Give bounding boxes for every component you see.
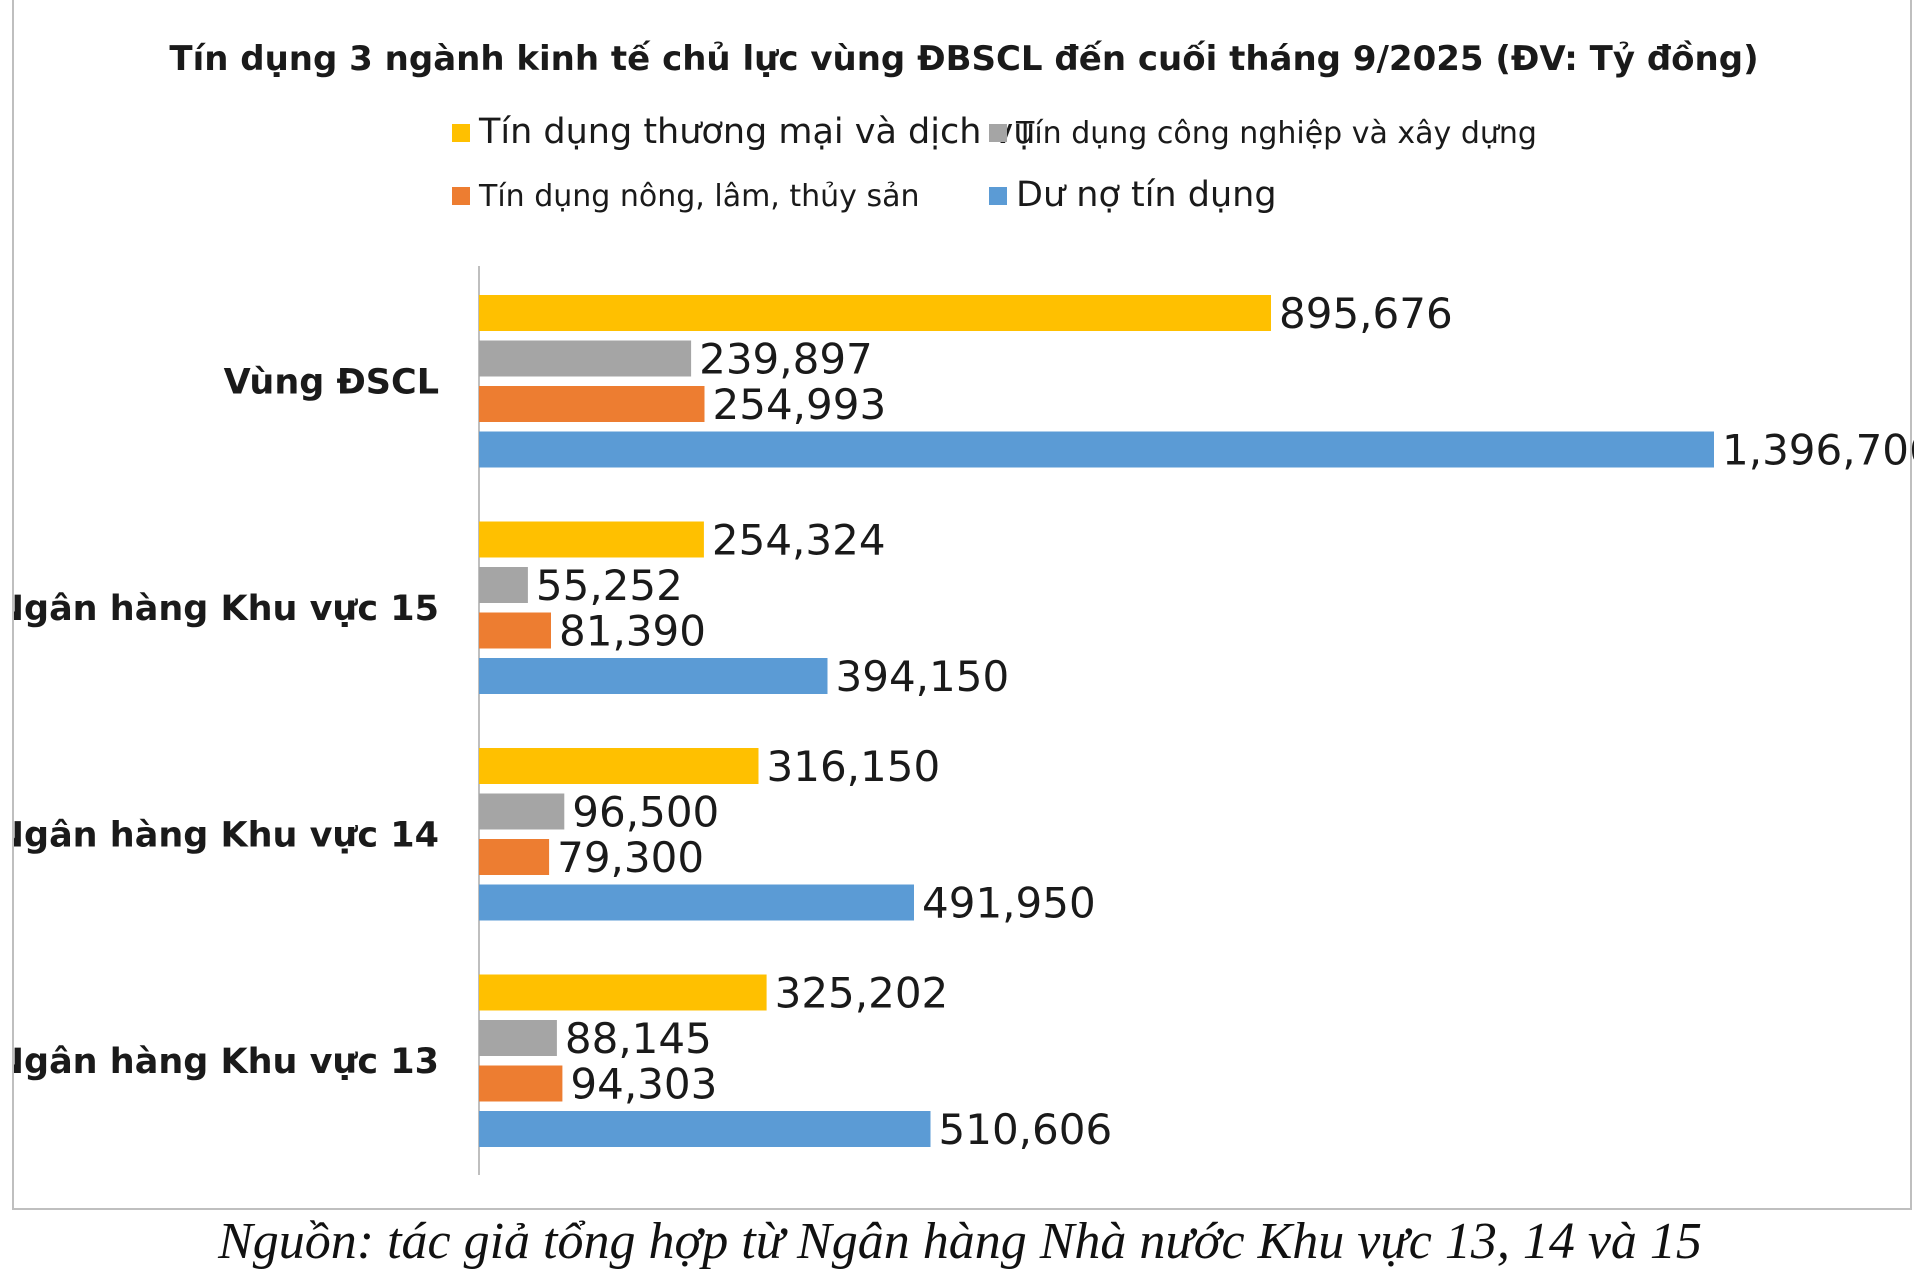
bar-g1-s4 bbox=[479, 431, 1714, 468]
bar-g2-s1 bbox=[479, 521, 704, 558]
value-label-g4-s2: 88,145 bbox=[565, 1014, 712, 1063]
bar-g2-s4 bbox=[479, 658, 828, 694]
value-label-g2-s2: 55,252 bbox=[536, 561, 683, 610]
value-label-g3-s1: 316,150 bbox=[767, 742, 941, 791]
category-label-3: Ngân hàng Khu vực 14 bbox=[14, 815, 439, 855]
bar-g2-s3 bbox=[479, 612, 551, 649]
bar-g4-s3 bbox=[479, 1065, 563, 1102]
bar-g1-s2 bbox=[479, 340, 692, 377]
legend-swatch-1 bbox=[452, 124, 470, 142]
value-label-g1-s1: 895,676 bbox=[1279, 289, 1453, 338]
value-label-g4-s1: 325,202 bbox=[775, 969, 949, 1018]
bar-g1-s3 bbox=[479, 386, 705, 422]
category-label-2: Ngân hàng Khu vực 15 bbox=[14, 589, 439, 629]
chart-frame: Tín dụng 3 ngành kinh tế chủ lực vùng ĐB… bbox=[12, 0, 1914, 1210]
value-label-g1-s4: 1,396,706 bbox=[1722, 426, 1914, 475]
value-label-g3-s4: 491,950 bbox=[922, 879, 1096, 928]
legend-label-2: Tín dụng công nghiệp và xây dựng bbox=[1015, 116, 1537, 151]
legend-swatch-2 bbox=[989, 124, 1007, 142]
value-label-g4-s3: 94,303 bbox=[570, 1060, 717, 1109]
value-label-g3-s3: 79,300 bbox=[557, 833, 704, 882]
source-caption: Nguồn: tác giả tổng hợp từ Ngân hàng Nhà… bbox=[218, 1213, 1702, 1270]
bar-g3-s3 bbox=[479, 839, 550, 875]
value-label-g2-s1: 254,324 bbox=[712, 516, 886, 565]
value-label-g1-s2: 239,897 bbox=[699, 335, 873, 384]
value-label-g2-s3: 81,390 bbox=[559, 607, 706, 656]
legend-label-1: Tín dụng thương mại và dịch vụ bbox=[478, 112, 1035, 152]
category-label-1: Vùng ĐSCL bbox=[224, 362, 439, 402]
bar-g4-s4 bbox=[479, 1111, 931, 1147]
chart-svg: Tín dụng 3 ngành kinh tế chủ lực vùng ĐB… bbox=[14, 39, 1914, 1175]
value-label-g3-s2: 96,500 bbox=[572, 788, 719, 837]
bar-g4-s1 bbox=[479, 974, 767, 1011]
bar-g2-s2 bbox=[479, 567, 528, 603]
value-label-g4-s4: 510,606 bbox=[939, 1105, 1113, 1154]
legend-label-4: Dư nợ tín dụng bbox=[1016, 175, 1277, 215]
legend-swatch-4 bbox=[989, 187, 1007, 205]
legend-swatch-3 bbox=[452, 187, 470, 205]
bar-g1-s1 bbox=[479, 295, 1271, 331]
bar-g3-s1 bbox=[479, 748, 759, 784]
legend-label-3: Tín dụng nông, lâm, thủy sản bbox=[478, 179, 919, 214]
category-label-4: Ngân hàng Khu vực 13 bbox=[14, 1042, 439, 1082]
chart-title: Tín dụng 3 ngành kinh tế chủ lực vùng ĐB… bbox=[169, 39, 1758, 79]
bar-g3-s4 bbox=[479, 884, 914, 921]
value-label-g2-s4: 394,150 bbox=[836, 652, 1010, 701]
bar-g3-s2 bbox=[479, 793, 565, 830]
value-label-g1-s3: 254,993 bbox=[713, 380, 887, 429]
bar-g4-s2 bbox=[479, 1020, 557, 1056]
